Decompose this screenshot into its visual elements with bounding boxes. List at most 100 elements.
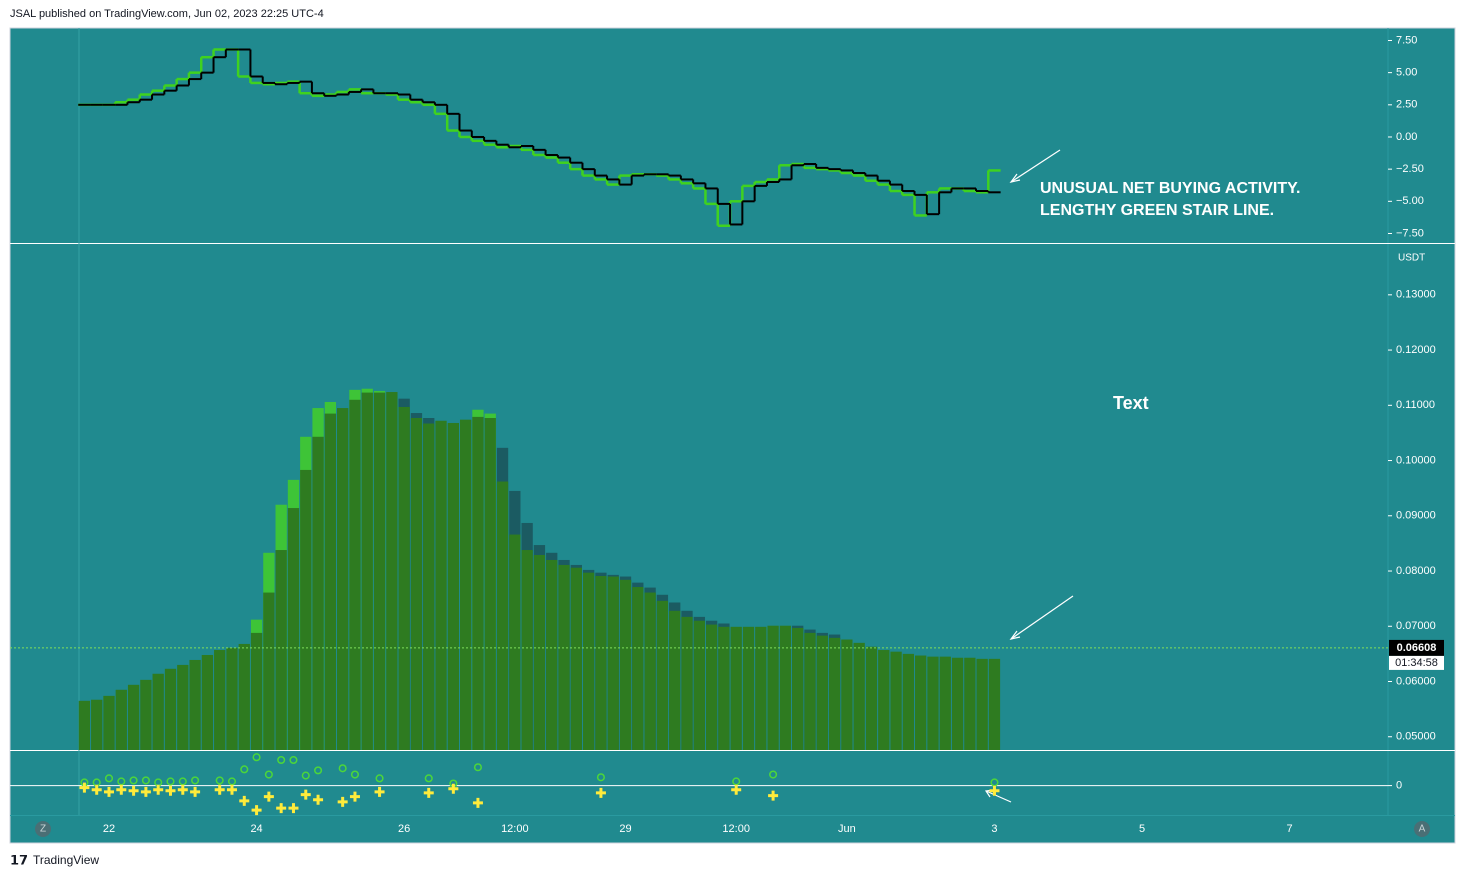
- bar: [533, 555, 546, 750]
- bar: [472, 416, 484, 750]
- y-tick-label: 0.00: [1396, 131, 1417, 143]
- footer: TradingView: [33, 853, 99, 867]
- annotation: UNUSUAL NET BUYING ACTIVITY.: [1040, 180, 1300, 197]
- bar: [447, 422, 459, 750]
- cross-marker: [731, 784, 742, 795]
- axis-unit: USDT: [1398, 253, 1425, 264]
- cross-marker: [190, 786, 201, 797]
- y-tick-label: 5.00: [1396, 67, 1417, 79]
- cross-marker: [165, 785, 176, 796]
- cross-marker: [153, 784, 164, 795]
- x-tick-label: 22: [103, 823, 115, 835]
- bar: [214, 650, 226, 750]
- cross-marker: [349, 791, 360, 802]
- circle-marker: [596, 773, 605, 782]
- circle-marker: [240, 765, 249, 774]
- bar: [496, 481, 509, 750]
- x-tick-label: 3: [991, 823, 997, 835]
- y-tick-label: 0.08000: [1396, 565, 1436, 577]
- cross-marker: [288, 803, 299, 814]
- bar: [263, 592, 275, 750]
- cross-marker: [104, 786, 114, 797]
- y-tick-label: 0.05000: [1396, 731, 1436, 743]
- annotation: Text: [1113, 393, 1149, 413]
- bar: [890, 651, 902, 750]
- cross-marker: [300, 789, 311, 800]
- bar: [484, 418, 496, 750]
- button[interactable]: [1414, 821, 1430, 837]
- bar: [115, 689, 127, 750]
- bar: [250, 632, 263, 750]
- bar: [976, 658, 988, 750]
- circle-marker: [252, 753, 261, 762]
- arrow: [1010, 595, 1074, 640]
- bar: [337, 408, 349, 750]
- bar: [386, 392, 398, 750]
- circle-marker: [732, 777, 741, 786]
- bar: [140, 679, 152, 750]
- circle-marker: [301, 771, 310, 780]
- x-tick-label: Jun: [838, 823, 856, 835]
- cross-marker: [91, 784, 102, 795]
- bar: [152, 673, 164, 750]
- y-tick-label: 0.11000: [1396, 399, 1435, 411]
- bar: [878, 650, 890, 750]
- button-label[interactable]: Z: [40, 824, 46, 835]
- bar: [755, 626, 767, 750]
- bar: [656, 600, 669, 750]
- circle-marker: [215, 776, 224, 785]
- bar: [792, 627, 804, 750]
- y-tick-label: −7.50: [1396, 227, 1424, 239]
- y-tick-label: 0.07000: [1396, 620, 1436, 632]
- bar: [681, 616, 693, 750]
- circle-marker: [350, 770, 360, 779]
- price-label: 0.06608: [1397, 642, 1437, 654]
- bar: [164, 668, 177, 750]
- bar: [607, 576, 619, 750]
- circle-marker: [277, 755, 286, 765]
- cross-marker: [177, 784, 188, 795]
- circle-marker: [191, 776, 200, 785]
- bar: [730, 626, 742, 750]
- circle-marker: [990, 778, 999, 787]
- cross-marker: [239, 795, 250, 806]
- bar: [902, 653, 915, 750]
- logo-mark: 𝟭𝟳: [10, 852, 28, 867]
- cross-marker: [989, 785, 1000, 796]
- bar: [865, 646, 878, 750]
- arrow: [1010, 149, 1061, 183]
- cross-marker: [263, 791, 274, 802]
- bar: [459, 419, 472, 750]
- bar: [619, 579, 632, 750]
- arrow: [985, 790, 1012, 803]
- bar: [915, 655, 927, 750]
- x-tick-label: 5: [1139, 823, 1145, 835]
- cross-marker: [79, 782, 90, 793]
- bar: [632, 587, 644, 750]
- cross-marker: [374, 786, 385, 797]
- bar: [693, 620, 705, 750]
- bar: [103, 695, 115, 750]
- annotation: LENGTHY GREEN STAIR LINE.: [1040, 202, 1274, 219]
- header: JSAL published on TradingView.com, Jun 0…: [10, 8, 324, 20]
- bar: [742, 626, 755, 750]
- bar: [767, 625, 779, 750]
- y-tick-label: 0.12000: [1396, 344, 1436, 356]
- bar: [853, 642, 865, 750]
- x-tick-label: 24: [250, 823, 262, 835]
- y-tick-label: −5.00: [1396, 195, 1424, 207]
- button-label[interactable]: A: [1419, 824, 1426, 835]
- button[interactable]: [35, 821, 51, 837]
- cross-marker: [423, 787, 434, 798]
- bar: [201, 654, 214, 750]
- bar: [669, 610, 681, 750]
- cross-marker: [448, 783, 459, 794]
- bar: [964, 657, 976, 750]
- bar: [91, 699, 103, 750]
- bar: [238, 643, 250, 750]
- bar: [570, 567, 582, 750]
- bar: [705, 624, 718, 750]
- x-tick-label: 26: [398, 823, 410, 835]
